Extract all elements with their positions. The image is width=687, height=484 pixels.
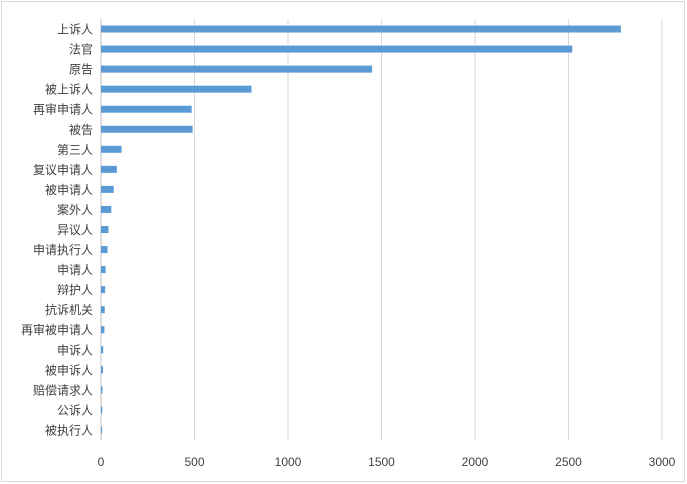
category-label-申请人: 申请人 — [57, 263, 93, 277]
category-label-被申请人: 被申请人 — [45, 183, 93, 197]
bar-辩护人 — [101, 286, 106, 294]
category-label-原告: 原告 — [69, 63, 93, 77]
bar-法官 — [101, 45, 573, 53]
bar-被告 — [101, 125, 193, 133]
category-label-抗诉机关: 抗诉机关 — [45, 302, 93, 317]
category-label-第三人: 第三人 — [57, 143, 93, 157]
x-tick-label-500: 500 — [184, 455, 204, 469]
x-tick-label-2000: 2000 — [462, 455, 489, 469]
category-label-再审申请人: 再审申请人 — [33, 102, 93, 117]
category-label-再审被申请人: 再审被申请人 — [21, 322, 93, 337]
bar-再审申请人 — [101, 105, 192, 113]
x-tick-label-1500: 1500 — [368, 455, 395, 469]
grid-lines — [100, 19, 663, 440]
bar-赔偿请求人 — [101, 386, 103, 394]
bar-被申请人 — [101, 185, 114, 193]
bar-被上诉人 — [101, 85, 252, 93]
x-tick-label-2500: 2500 — [555, 455, 582, 469]
x-tick-label-3000: 3000 — [649, 455, 676, 469]
bar-原告 — [101, 65, 373, 73]
bar-复议申请人 — [101, 165, 117, 173]
category-label-申诉人: 申诉人 — [57, 343, 93, 357]
x-tick-labels: 0 500 1000 1500 2000 2500 3000 — [98, 455, 676, 469]
category-label-被执行人: 被执行人 — [45, 423, 93, 437]
x-tick-label-0: 0 — [98, 455, 105, 469]
category-label-赔偿请求人: 赔偿请求人 — [33, 382, 93, 397]
bar-申请人 — [101, 266, 106, 274]
category-label-法官: 法官 — [69, 42, 93, 57]
category-label-上诉人: 上诉人 — [57, 23, 93, 37]
bar-被执行人 — [101, 426, 103, 434]
bar-再审被申请人 — [101, 326, 105, 334]
category-label-异议人: 异议人 — [57, 223, 93, 237]
category-label-辩护人: 辩护人 — [57, 283, 93, 297]
bar-上诉人 — [101, 25, 621, 33]
bars — [101, 25, 621, 434]
bar-第三人 — [101, 145, 122, 153]
bar-申诉人 — [101, 346, 104, 354]
category-label-复议申请人: 复议申请人 — [33, 163, 93, 177]
category-label-案外人: 案外人 — [57, 202, 93, 217]
bar-被申诉人 — [101, 366, 104, 374]
category-label-申请执行人: 申请执行人 — [33, 243, 93, 257]
category-label-被上诉人: 被上诉人 — [45, 83, 93, 97]
bar-公诉人 — [101, 406, 103, 414]
category-label-公诉人: 公诉人 — [57, 403, 93, 417]
category-labels: 上诉人法官原告被上诉人再审申请人被告第三人复议申请人被申请人案外人异议人申请执行… — [21, 23, 93, 438]
category-label-被告: 被告 — [69, 123, 93, 137]
category-label-被申诉人: 被申诉人 — [45, 363, 93, 377]
x-tick-label-1000: 1000 — [275, 455, 302, 469]
bar-异议人 — [101, 226, 109, 233]
bar-案外人 — [101, 205, 112, 213]
bar-抗诉机关 — [101, 306, 105, 314]
bar-申请执行人 — [101, 246, 108, 254]
